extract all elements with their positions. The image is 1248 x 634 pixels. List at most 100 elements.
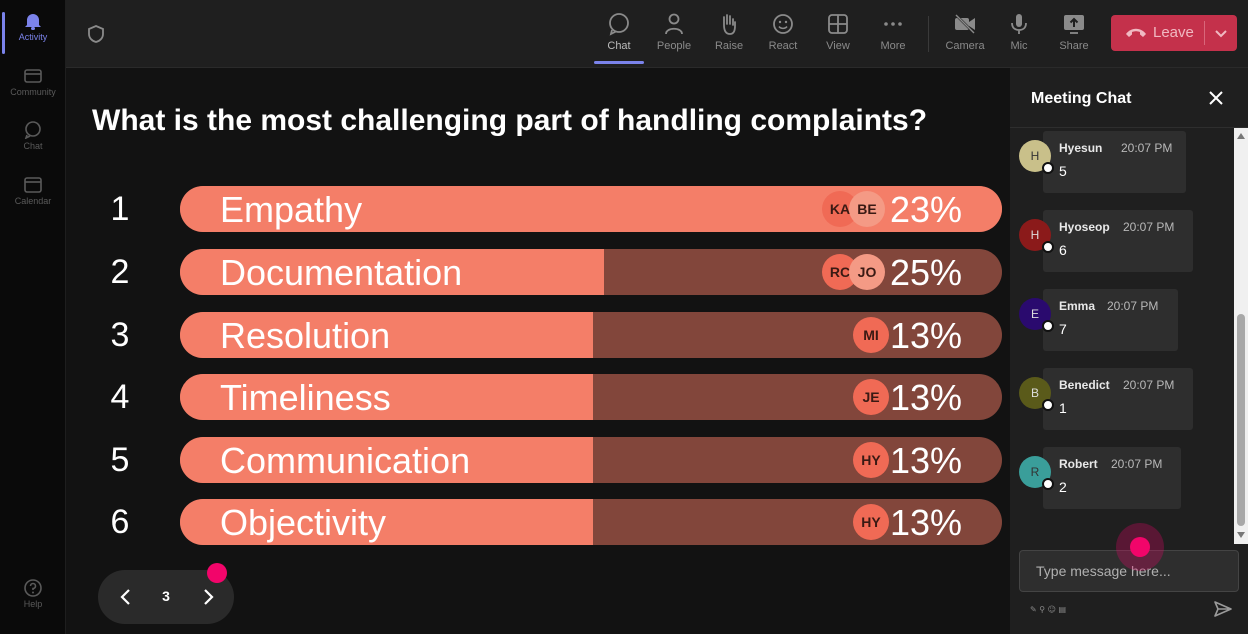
close-icon[interactable]: [1208, 90, 1224, 106]
meeting-toolbar: Chat People Raise React View More Camera…: [66, 0, 1248, 68]
calendar-icon: [24, 177, 42, 193]
share-button[interactable]: Share: [1047, 10, 1101, 62]
rail-item-label: Community: [10, 87, 56, 97]
svg-text:✎ ⚲ ☺ ▤: ✎ ⚲ ☺ ▤: [1030, 605, 1066, 614]
poll-option-row: 5 Communication 13% HY: [66, 437, 1010, 485]
phone-hangup-icon: [1126, 28, 1146, 37]
message-time: 20:07 PM: [1123, 220, 1175, 234]
app-rail: Activity Community Chat Calendar Help: [0, 0, 66, 634]
chat-message-input[interactable]: [1019, 550, 1239, 592]
presence-dot: [1042, 478, 1054, 490]
chevron-left-icon[interactable]: [114, 585, 138, 609]
chat-message[interactable]: Benedict 20:07 PM 1 B: [1010, 365, 1235, 430]
more-button[interactable]: More: [866, 10, 920, 62]
help-icon: [24, 579, 42, 597]
view-button[interactable]: View: [811, 10, 865, 62]
leave-button-label: Leave: [1153, 24, 1194, 41]
result-bar: Resolution 13% MI: [180, 312, 1002, 358]
sender-name: Hyesun: [1059, 141, 1103, 155]
result-bar-fill: [180, 374, 593, 420]
rail-item-chat[interactable]: Chat: [0, 121, 66, 151]
formatting-icons[interactable]: ✎ ⚲ ☺ ▤: [1030, 604, 1090, 614]
shield-icon[interactable]: [86, 24, 106, 44]
option-label: Empathy: [220, 189, 363, 230]
chat-scrollbar[interactable]: [1234, 128, 1248, 544]
voter-avatar: HY: [853, 504, 889, 540]
option-percent: 23%: [889, 189, 962, 230]
message-bubble: Emma 20:07 PM 7: [1043, 289, 1178, 351]
bell-icon: [25, 14, 41, 30]
option-percent: 13%: [889, 440, 962, 481]
result-bar-fill: [180, 249, 604, 295]
leave-divider: [1204, 21, 1205, 45]
people-button[interactable]: People: [647, 10, 701, 62]
poll-stage: What is the most challenging part of han…: [66, 68, 1010, 634]
rail-item-help[interactable]: Help: [0, 579, 66, 609]
react-button-label: React: [768, 40, 798, 52]
option-percent: 13%: [889, 502, 962, 543]
people-icon: [665, 13, 683, 35]
sender-name: Emma: [1059, 299, 1096, 313]
chevron-down-icon[interactable]: [1212, 24, 1230, 42]
chat-message[interactable]: Hyoseop 20:07 PM 6 H: [1010, 207, 1235, 272]
chat-message[interactable]: Hyesun 20:07 PM 5 H: [1010, 128, 1235, 193]
poll-option-row: 1 Empathy 23% KA BE: [66, 186, 1010, 234]
hand-icon: [723, 14, 736, 35]
grid-icon: [828, 14, 848, 34]
option-label: Communication: [220, 440, 471, 481]
chat-message[interactable]: Robert 20:07 PM 2 R: [1010, 444, 1235, 509]
option-rank: 4: [110, 378, 130, 416]
more-button-label: More: [880, 40, 906, 52]
presence-dot: [1042, 320, 1054, 332]
result-bar-fill: [180, 437, 593, 483]
option-label: Resolution: [220, 315, 391, 356]
message-text: 1: [1059, 400, 1067, 416]
sender-name: Benedict: [1059, 378, 1110, 392]
send-icon[interactable]: [1213, 599, 1233, 619]
people-button-label: People: [656, 40, 692, 52]
notification-dot: [207, 563, 227, 583]
scroll-down-arrow-icon[interactable]: [1237, 532, 1245, 538]
chat-button[interactable]: Chat: [592, 10, 646, 64]
react-button[interactable]: React: [756, 10, 810, 62]
message-time: 20:07 PM: [1111, 457, 1163, 471]
poll-option-row: 3 Resolution 13% MI: [66, 312, 1010, 360]
sender-name: Hyoseop: [1059, 220, 1110, 234]
camera-off-icon: [955, 14, 975, 34]
mic-button-label: Mic: [1010, 40, 1028, 52]
community-icon: [24, 69, 42, 83]
presence-dot: [1042, 241, 1054, 253]
leave-button[interactable]: Leave: [1111, 15, 1237, 51]
voter-avatar: JE: [853, 379, 889, 415]
result-bar: Objectivity 13% HY: [180, 499, 1002, 545]
voter-avatar: BE: [849, 191, 885, 227]
poll-question: What is the most challenging part of han…: [92, 104, 928, 137]
raise-hand-button[interactable]: Raise: [702, 10, 756, 62]
chat-message[interactable]: Emma 20:07 PM 7 E: [1010, 286, 1235, 351]
poll-option-row: 2 Documentation 25% RC JO: [66, 249, 1010, 297]
option-rank: 2: [110, 253, 130, 291]
rail-item-calendar[interactable]: Calendar: [0, 176, 66, 206]
share-button-label: Share: [1059, 40, 1089, 52]
view-button-label: View: [826, 40, 850, 52]
message-bubble: Robert 20:07 PM 2: [1043, 447, 1181, 509]
camera-button[interactable]: Camera: [938, 10, 992, 62]
voter-avatar: HY: [853, 442, 889, 478]
voter-avatar: JO: [849, 254, 885, 290]
rail-item-community[interactable]: Community: [0, 67, 66, 97]
option-label: Documentation: [220, 252, 463, 293]
rail-item-activity[interactable]: Activity: [0, 12, 66, 54]
poll-option-row: 6 Objectivity 13% HY: [66, 499, 1010, 547]
option-label: Objectivity: [220, 502, 387, 543]
chat-messages[interactable]: Hyesun 20:07 PM 5 H Hyoseop 20:07 PM 6 H Emma 20:…: [1010, 128, 1235, 544]
mic-button[interactable]: Mic: [992, 10, 1046, 62]
message-text: 6: [1059, 242, 1067, 258]
message-text: 2: [1059, 479, 1067, 495]
share-screen-icon: [1064, 15, 1084, 34]
chat-title: Meeting Chat: [1031, 90, 1132, 107]
smiley-icon: [773, 14, 793, 34]
presence-dot: [1042, 399, 1054, 411]
scroll-up-arrow-icon[interactable]: [1237, 133, 1245, 139]
scroll-thumb[interactable]: [1237, 314, 1245, 526]
chevron-right-icon[interactable]: [196, 585, 220, 609]
